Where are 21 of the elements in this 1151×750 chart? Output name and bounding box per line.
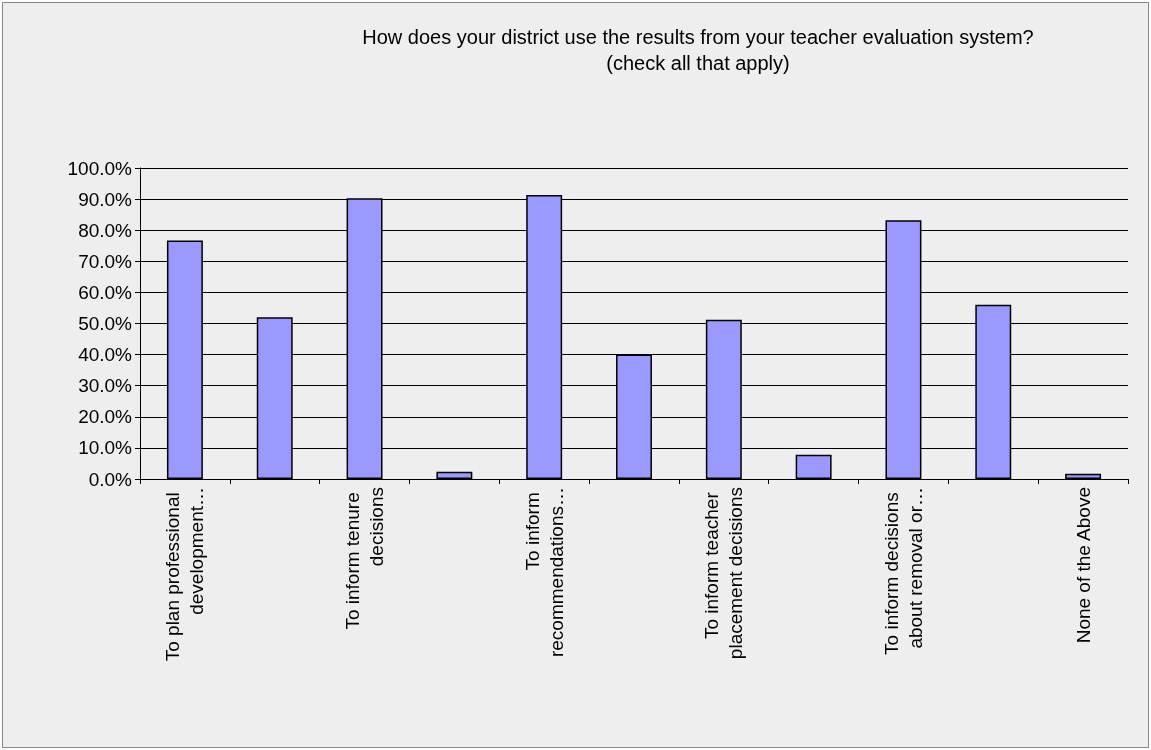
x-tick-label: To inform recommendations…	[521, 487, 567, 658]
bar	[1065, 473, 1102, 479]
y-tick-label: 60.0%	[78, 281, 133, 303]
x-tick-label: To inform tenure decisions	[342, 487, 388, 630]
bar	[436, 471, 473, 479]
y-tick-label: 20.0%	[78, 406, 133, 428]
y-tick-label: 30.0%	[78, 375, 133, 397]
y-tick-label: 80.0%	[78, 219, 133, 241]
x-tick-label: To inform decisions about removal or…	[880, 487, 926, 655]
x-tick-label: To inform teacher placement decisions	[701, 487, 747, 660]
y-tick-label: 40.0%	[78, 344, 133, 366]
y-tick-label: 70.0%	[78, 250, 133, 272]
chart-title: How does your district use the results from your teacher evaluation system? (check all that apply)	[362, 26, 1034, 74]
y-tick-label: 50.0%	[78, 313, 133, 334]
bar	[795, 454, 832, 479]
y-tick-label: 90.0%	[78, 188, 133, 210]
y-tick-label: 100.0%	[67, 157, 133, 179]
x-tick-label: To plan professional development…	[162, 487, 208, 662]
y-tick-label: 0.0%	[88, 468, 133, 490]
y-tick-label: 10.0%	[78, 437, 133, 459]
x-tick-label: None of the Above	[1072, 487, 1094, 644]
